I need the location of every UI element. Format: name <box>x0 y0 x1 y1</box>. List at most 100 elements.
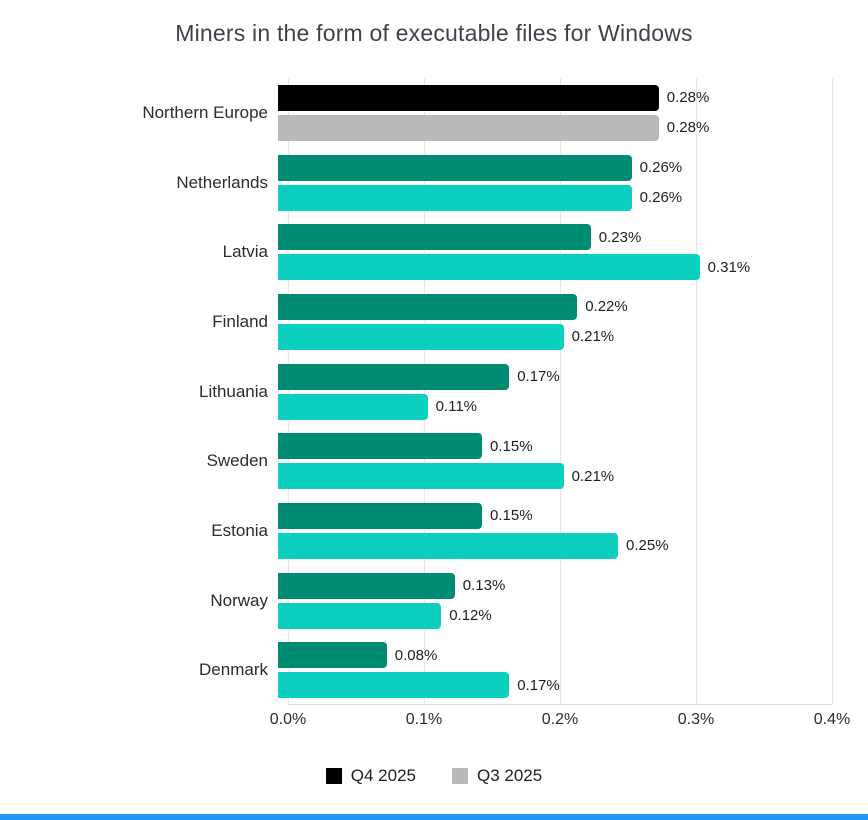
legend-item-q4-2025[interactable]: Q4 2025 <box>325 766 416 786</box>
bar-row: 0.25% <box>278 532 822 559</box>
bar-q3-2025[interactable] <box>278 602 442 629</box>
category-label: Denmark <box>199 660 268 680</box>
bar-value-label: 0.26% <box>639 189 683 206</box>
chart-row: Netherlands 0.26% 0.26% <box>0 148 832 218</box>
x-axis-ticks: 0.0% 0.1% 0.2% 0.3% 0.4% <box>270 711 850 733</box>
bar-value-label: 0.15% <box>490 507 533 525</box>
bar-q4-2025[interactable] <box>278 433 482 460</box>
legend-item-q3-2025[interactable]: Q3 2025 <box>452 766 542 786</box>
bar-value-label: 0.25% <box>626 537 669 555</box>
bar-row: 0.17% <box>278 672 822 699</box>
chart-row: Northern Europe 0.28% 0.28% <box>0 78 832 148</box>
bar-q4-2025[interactable] <box>278 502 482 529</box>
category-label: Estonia <box>211 520 268 540</box>
bar-row: 0.23% <box>278 224 822 251</box>
bar-row: 0.15% <box>278 433 822 460</box>
bar-q3-2025[interactable] <box>278 532 618 559</box>
bar-q4-2025[interactable] <box>278 363 510 390</box>
bar-row: 0.12% <box>278 602 822 629</box>
bar-value-label: 0.22% <box>585 298 628 316</box>
bar-q4-2025[interactable] <box>278 642 387 669</box>
category-label: Netherlands <box>176 172 268 192</box>
bar-value-label: 0.12% <box>449 607 492 625</box>
bar-value-label: 0.17% <box>517 676 560 694</box>
bar-row: 0.28% <box>278 114 822 141</box>
bar-q4-2025[interactable] <box>278 572 455 599</box>
bar-q3-2025[interactable] <box>278 254 700 281</box>
footer-accent-bar <box>0 814 868 820</box>
bar-q3-2025[interactable] <box>278 672 510 699</box>
bar-group: 0.17% 0.11% <box>278 357 822 427</box>
bar-q4-2025[interactable] <box>278 293 578 320</box>
category-label: Latvia <box>222 242 268 262</box>
bar-row: 0.21% <box>278 323 822 350</box>
bar-value-label: 0.21% <box>571 467 615 485</box>
bar-group: 0.23% 0.31% <box>278 217 822 287</box>
legend-label-q3-2025: Q3 2025 <box>477 766 543 785</box>
bar-q4-2025[interactable] <box>278 224 591 251</box>
category-label: Norway <box>210 590 268 610</box>
bar-group: 0.13% 0.12% <box>278 566 822 636</box>
chart-rows: Northern Europe 0.28% 0.28% Netherlands 0.26… <box>0 78 832 705</box>
bar-row: 0.31% <box>278 254 822 281</box>
bar-row: 0.26% <box>278 154 822 181</box>
x-tick-label: 0.2% <box>541 711 579 728</box>
bar-row: 0.21% <box>278 463 822 490</box>
x-tick-label: 0.1% <box>405 711 443 728</box>
bar-row: 0.26% <box>278 184 822 211</box>
chart-row: Finland 0.22% 0.21% <box>0 287 832 357</box>
bar-row: 0.17% <box>278 363 822 390</box>
gridline <box>560 78 561 705</box>
category-label: Sweden <box>206 451 268 471</box>
bar-q3-2025[interactable] <box>278 114 659 141</box>
bar-group: 0.08% 0.17% <box>278 635 822 705</box>
bar-value-label: 0.21% <box>571 328 615 346</box>
bar-group: 0.15% 0.25% <box>278 496 822 566</box>
bar-group: 0.28% 0.28% <box>278 78 822 148</box>
chart-row: Lithuania 0.17% 0.11% <box>0 357 832 427</box>
gridline <box>832 78 833 705</box>
bar-value-label: 0.28% <box>666 119 710 137</box>
gridline <box>424 78 425 705</box>
legend-label-q4-2025: Q4 2025 <box>350 766 416 785</box>
bar-row: 0.28% <box>278 84 822 111</box>
legend-swatch-q3-2025 <box>452 768 468 784</box>
bar-q4-2025[interactable] <box>278 154 632 181</box>
bar-value-label: 0.28% <box>666 89 710 107</box>
bar-q3-2025[interactable] <box>278 463 564 490</box>
bar-q3-2025[interactable] <box>278 184 632 211</box>
bar-group: 0.15% 0.21% <box>278 426 822 496</box>
category-label: Finland <box>212 311 268 331</box>
bar-value-label: 0.17% <box>517 368 560 386</box>
chart-row: Denmark 0.08% 0.17% <box>0 635 832 705</box>
bar-value-label: 0.31% <box>707 258 751 276</box>
chart-row: Estonia 0.15% 0.25% <box>0 496 832 566</box>
bar-value-label: 0.13% <box>462 577 506 595</box>
x-tick-label: 0.4% <box>813 711 851 728</box>
bar-group: 0.22% 0.21% <box>278 287 822 357</box>
x-tick-label: 0.3% <box>677 711 715 728</box>
bar-value-label: 0.11% <box>435 398 478 416</box>
bar-row: 0.15% <box>278 502 822 529</box>
gridline <box>288 78 289 705</box>
bar-value-label: 0.15% <box>490 437 533 455</box>
chart-row: Latvia 0.23% 0.31% <box>0 217 832 287</box>
chart-legend: Q4 2025 Q3 2025 <box>0 766 868 786</box>
bar-q3-2025[interactable] <box>278 393 428 420</box>
bar-value-label: 0.08% <box>394 646 438 664</box>
x-tick-label: 0.0% <box>269 711 307 728</box>
plot-gridlines <box>288 78 833 705</box>
bar-group: 0.26% 0.26% <box>278 148 822 218</box>
bar-q3-2025[interactable] <box>278 323 564 350</box>
chart-row: Sweden 0.15% 0.21% <box>0 426 832 496</box>
bar-row: 0.13% <box>278 572 822 599</box>
bar-row: 0.22% <box>278 293 822 320</box>
category-label: Northern Europe <box>142 102 268 122</box>
bar-value-label: 0.26% <box>639 159 683 176</box>
bar-row: 0.11% <box>278 393 822 420</box>
chart-title: Miners in the form of executable files f… <box>175 20 693 46</box>
bar-q4-2025[interactable] <box>278 84 659 111</box>
bar-value-label: 0.23% <box>598 228 642 246</box>
chart-row: Norway 0.13% 0.12% <box>0 566 832 636</box>
